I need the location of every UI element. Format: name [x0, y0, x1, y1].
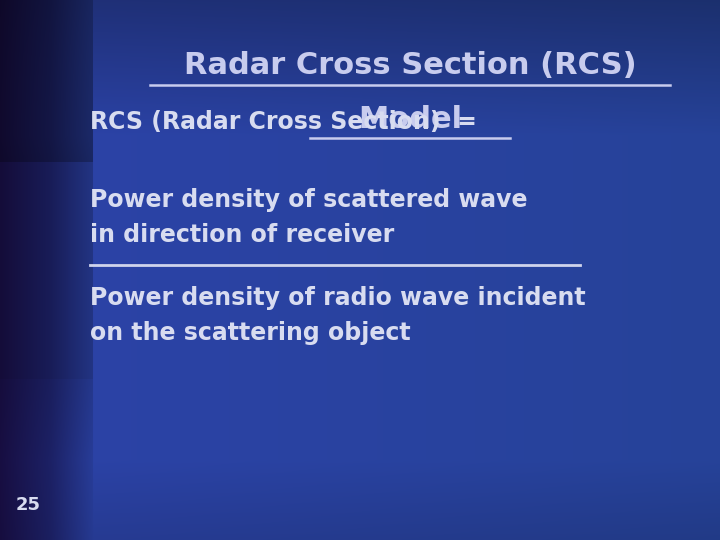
Text: in direction of receiver: in direction of receiver: [90, 223, 395, 247]
Text: Model: Model: [358, 105, 462, 134]
Text: 25: 25: [16, 496, 40, 514]
Text: Radar Cross Section (RCS): Radar Cross Section (RCS): [184, 51, 636, 79]
Text: RCS (Radar Cross Section)  =: RCS (Radar Cross Section) =: [90, 110, 477, 134]
Text: on the scattering object: on the scattering object: [90, 321, 410, 345]
Text: Power density of radio wave incident: Power density of radio wave incident: [90, 286, 585, 310]
Text: Power density of scattered wave: Power density of scattered wave: [90, 188, 528, 212]
